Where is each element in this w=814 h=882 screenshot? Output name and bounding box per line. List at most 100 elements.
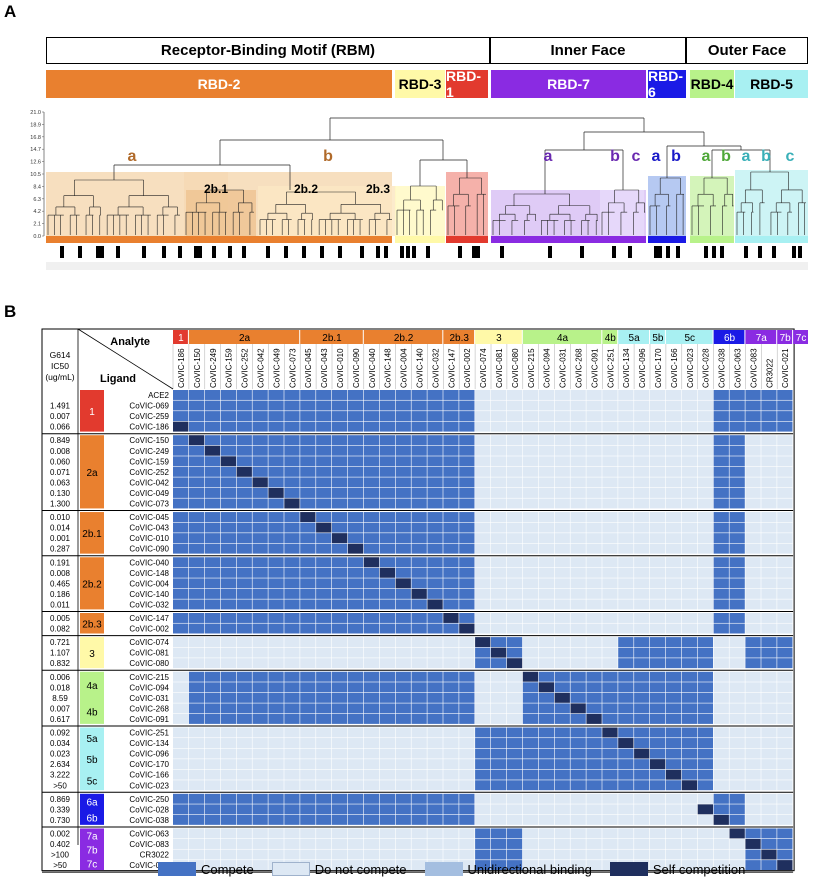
matrix-cell — [745, 466, 761, 477]
matrix-cell — [602, 703, 618, 714]
matrix-cell — [665, 804, 682, 815]
matrix-cell — [713, 445, 729, 456]
matrix-cell — [252, 512, 268, 522]
ic50-value: 0.402 — [50, 840, 71, 849]
matrix-cell — [252, 647, 268, 658]
matrix-cell — [459, 647, 475, 658]
ic50-value: 1.107 — [50, 649, 71, 658]
matrix-cell — [522, 557, 539, 568]
matrix-cell — [443, 849, 459, 860]
matrix-cell — [634, 400, 650, 411]
row-group-label: 5c — [87, 776, 98, 787]
matrix-cell — [506, 533, 523, 544]
matrix-cell — [252, 780, 268, 791]
matrix-cell — [713, 498, 729, 509]
matrix-cell — [204, 390, 221, 400]
matrix-cell — [268, 793, 284, 804]
matrix-cell — [252, 543, 268, 554]
matrix-cell — [506, 599, 523, 610]
matrix-cell — [252, 390, 268, 400]
matrix-cell — [761, 466, 777, 477]
matrix-cell — [602, 738, 618, 748]
matrix-cell — [427, 599, 443, 610]
matrix-cell — [395, 713, 411, 724]
matrix-cell — [538, 682, 554, 693]
matrix-cell — [522, 400, 539, 411]
ic50-header: IC50 — [51, 361, 69, 371]
matrix-cell — [427, 498, 443, 509]
matrix-cell — [300, 477, 316, 488]
matrix-cell — [491, 769, 507, 780]
matrix-cell — [729, 400, 745, 411]
matrix-cell — [618, 466, 634, 477]
matrix-cell — [554, 647, 570, 658]
legend-no-compete: Do not compete — [314, 861, 407, 877]
matrix-cell — [284, 477, 300, 488]
matrix-cell — [300, 522, 316, 533]
matrix-cell — [395, 557, 411, 568]
matrix-cell — [332, 599, 348, 610]
matrix-cell — [634, 411, 650, 422]
matrix-cell — [586, 578, 602, 589]
matrix-cell — [284, 613, 300, 623]
marker-tick — [548, 246, 552, 258]
marker-tick — [458, 246, 462, 258]
ligand-label: Ligand — [100, 373, 136, 385]
panel-b-label: B — [4, 302, 17, 321]
matrix-cell — [761, 477, 777, 488]
row-group-header — [80, 512, 104, 554]
matrix-cell — [173, 512, 189, 522]
matrix-cell — [491, 804, 507, 815]
matrix-cell — [363, 738, 380, 748]
matrix-cell — [379, 522, 395, 533]
matrix-cell — [188, 793, 205, 804]
matrix-cell — [236, 759, 252, 770]
matrix-cell — [252, 623, 268, 634]
marker-tick — [500, 246, 504, 258]
matrix-cell — [602, 400, 618, 411]
matrix-cell — [284, 703, 300, 714]
matrix-cell — [697, 578, 713, 589]
matrix-cell — [459, 400, 475, 411]
matrix-cell — [236, 445, 252, 456]
matrix-cell — [347, 759, 364, 770]
matrix-cell — [538, 456, 554, 467]
matrix-cell — [475, 748, 491, 759]
matrix-cell — [777, 477, 793, 488]
matrix-cell — [697, 828, 713, 839]
matrix-cell — [491, 567, 507, 578]
matrix-cell — [538, 487, 554, 498]
matrix-cell — [284, 456, 300, 467]
matrix-cell — [284, 637, 300, 648]
matrix-cell — [570, 557, 586, 568]
matrix-cell — [538, 435, 554, 446]
matrix-cell — [284, 692, 300, 703]
matrix-cell — [188, 456, 205, 467]
matrix-cell — [332, 445, 348, 456]
matrix-cell — [777, 498, 793, 509]
matrix-cell — [395, 658, 411, 669]
matrix-cell — [618, 637, 634, 648]
matrix-cell — [586, 522, 602, 533]
matrix-cell — [443, 692, 459, 703]
matrix-cell — [300, 849, 316, 860]
matrix-cell — [634, 849, 650, 860]
matrix-cell — [411, 860, 427, 871]
matrix-cell — [252, 769, 268, 780]
matrix-cell — [284, 400, 300, 411]
matrix-cell — [395, 445, 411, 456]
matrix-cell — [586, 839, 602, 849]
matrix-cell — [522, 522, 539, 533]
matrix-cell — [634, 588, 650, 599]
matrix-cell — [713, 860, 729, 871]
matrix-cell — [204, 658, 221, 669]
matrix-cell — [761, 613, 777, 623]
matrix-cell — [570, 748, 586, 759]
matrix-cell — [411, 588, 427, 599]
matrix-cell — [411, 647, 427, 658]
matrix-cell — [745, 400, 761, 411]
column-name: CoVIC-150 — [193, 348, 202, 388]
matrix-cell — [713, 658, 729, 669]
matrix-cell — [570, 456, 586, 467]
